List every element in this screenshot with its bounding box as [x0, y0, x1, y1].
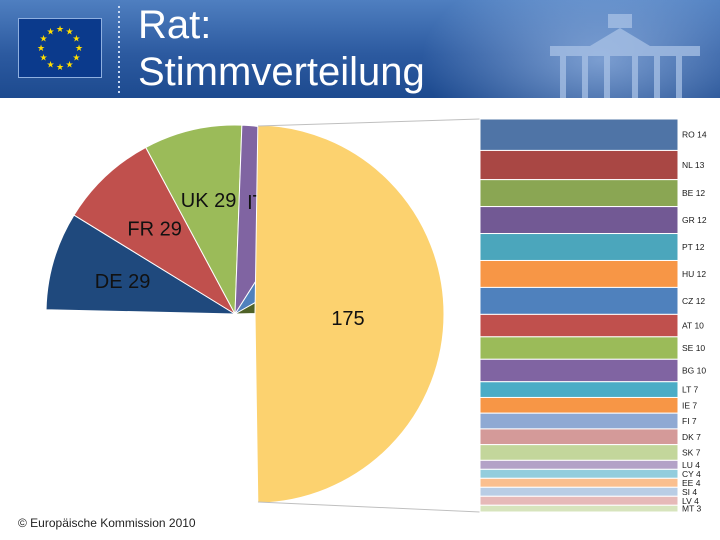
bar-segment — [479, 486, 679, 497]
copyright-credit: © Europäische Kommission 2010 — [18, 516, 196, 530]
bar-segment-label: RO 14 — [682, 130, 707, 140]
pie-slice — [45, 214, 237, 315]
bar-segment — [479, 206, 679, 235]
star-icon: ★ — [65, 28, 73, 38]
bar-segment — [479, 495, 679, 506]
bar-segment — [479, 444, 679, 461]
bar-segment — [479, 233, 679, 261]
star-icon: ★ — [46, 28, 54, 38]
bar-segment — [479, 259, 679, 288]
bar-of-pie: RO 14 NL 13 BE 12 GR 12 PT 12 HU 12 CZ 12 AT 10… — [479, 118, 707, 514]
star-icon: ★ — [40, 35, 48, 45]
bar-segment — [479, 468, 679, 479]
bar-segment-label: LT 7 — [682, 385, 698, 395]
bar-segment-label: LU 4 — [682, 460, 700, 470]
pie-slice-remaining — [254, 124, 445, 504]
bar-segment-label: BG 10 — [682, 366, 706, 376]
bar-segment-label: EE 4 — [682, 478, 701, 488]
bar-segment — [479, 286, 679, 315]
bar-segment-label: IE 7 — [682, 400, 697, 410]
bar-segment — [479, 381, 679, 398]
star-icon: ★ — [56, 63, 64, 73]
bar-segment-label: AT 10 — [682, 321, 704, 331]
slide-title: Rat: Stimmverteilung — [138, 2, 425, 96]
connector-bottom — [257, 501, 481, 513]
bar-segment-label: DK 7 — [682, 432, 701, 442]
bar-segment-label: SE 10 — [682, 343, 705, 353]
bar-segment-label: CY 4 — [682, 469, 701, 479]
bar-segment-label: CZ 12 — [682, 296, 705, 306]
pie-slice-label: DE 29 — [95, 271, 151, 293]
bar-segment-label: LV 4 — [682, 496, 699, 506]
bar-segment — [479, 118, 679, 151]
bar-segment-label: HU 12 — [682, 269, 706, 279]
bar-segment — [479, 179, 679, 208]
bar-segment-label: MT 3 — [682, 504, 701, 514]
bar-segment — [479, 149, 679, 181]
star-icon: ★ — [56, 25, 64, 35]
star-icon: ★ — [40, 54, 48, 64]
star-icon: ★ — [75, 44, 83, 54]
bar-segment — [479, 477, 679, 488]
slide-header: ★ ★ ★ ★ ★ ★ ★ ★ ★ ★ ★ ★ Rat: Stimmverteilung — [0, 0, 720, 98]
bar-segment-label: NL 13 — [682, 160, 705, 170]
bar-segment-label: SK 7 — [682, 447, 701, 457]
star-icon: ★ — [65, 60, 73, 70]
title-line-1: Rat: — [138, 3, 212, 47]
header-divider — [118, 6, 120, 94]
brandenburg-gate-icon — [550, 14, 700, 98]
bar-segment — [479, 313, 679, 338]
bar-segment-label: FI 7 — [682, 416, 697, 426]
bar-segment — [479, 504, 679, 513]
bar-segment-label: BE 12 — [682, 188, 705, 198]
bar-segment — [479, 428, 679, 446]
bar-segment — [479, 396, 679, 414]
star-icon: ★ — [37, 44, 45, 54]
bar-segment-label: SI 4 — [682, 487, 697, 497]
star-icon: ★ — [72, 35, 80, 45]
bar-segment — [479, 358, 679, 383]
title-line-2: Stimmverteilung — [138, 50, 425, 94]
pie-slice-label: FR 29 — [127, 219, 181, 241]
star-icon: ★ — [46, 60, 54, 70]
bar-segment-label: PT 12 — [682, 242, 705, 252]
eu-stars-graphic: ★ ★★★★★★★★★★★ — [37, 25, 83, 73]
connector-lines — [257, 118, 481, 513]
bar-segment — [479, 336, 679, 360]
pie-slice — [145, 124, 243, 316]
pie-slice — [73, 146, 237, 316]
bar-segment-label: GR 12 — [682, 215, 707, 225]
star-icon: ★ — [72, 54, 80, 64]
pie-slice-remaining-label: 175 — [331, 308, 364, 330]
eu-flag-icon: ★ ★ ★ ★ ★ ★ ★ ★ ★ ★ ★ ★ — [18, 18, 102, 78]
bar-segment — [479, 459, 679, 470]
bar-segment — [479, 412, 679, 430]
pie-slice-label: UK 29 — [181, 190, 237, 212]
connector-top — [257, 118, 481, 127]
